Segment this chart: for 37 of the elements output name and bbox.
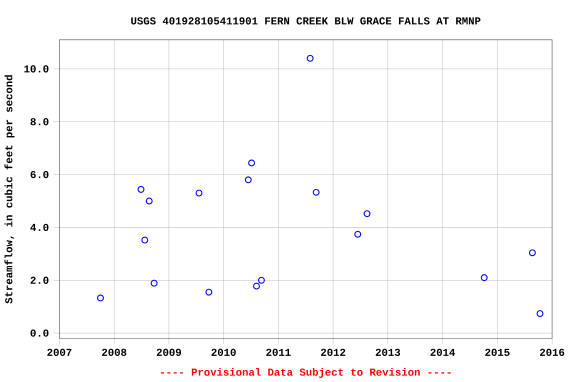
y-tick-label: 4.0 — [30, 224, 48, 231]
x-tick-label: 2015 — [485, 348, 510, 356]
point — [141, 236, 148, 244]
x-tick-label: 2008 — [102, 348, 126, 356]
y-tick-label: 0.0 — [30, 329, 48, 337]
point — [146, 197, 153, 204]
x-tick-label: 2011 — [266, 348, 291, 356]
chart-title: USGS 401928105411901 FERN CREEK BLW GRACE FALLS AT RMNP — [131, 17, 480, 24]
point — [306, 54, 314, 62]
x-tick-label: 2009 — [156, 348, 181, 356]
point — [253, 282, 260, 290]
y-axis-title: Streamflow, in cubic feet per second — [4, 75, 14, 304]
x-tick-label: 2007 — [47, 348, 72, 356]
text: ---- Provisional Data Subject to Revision ---- — [160, 368, 451, 378]
point — [248, 159, 256, 166]
point — [528, 249, 536, 256]
point — [536, 310, 544, 317]
point — [354, 230, 362, 238]
point — [205, 288, 212, 296]
point — [97, 294, 104, 302]
point — [480, 274, 488, 281]
x-tick-label: 2014 — [430, 348, 456, 356]
y-tick-label: 6.0 — [30, 170, 48, 178]
point — [138, 186, 144, 193]
x-tick-label: 2013 — [376, 348, 400, 356]
point — [150, 280, 158, 286]
point — [312, 188, 320, 196]
y-tick-label: 8.0 — [30, 118, 48, 126]
y-tick-label: 2.0 — [30, 276, 48, 284]
point — [258, 276, 265, 284]
x-tick-label: 2010 — [212, 348, 236, 356]
point — [244, 176, 252, 184]
point — [196, 189, 202, 196]
x-tick-label: 2016 — [540, 348, 564, 356]
x-tick-label: 2012 — [321, 348, 346, 356]
y-tick-label: 10.0 — [24, 65, 48, 72]
point — [364, 210, 371, 217]
